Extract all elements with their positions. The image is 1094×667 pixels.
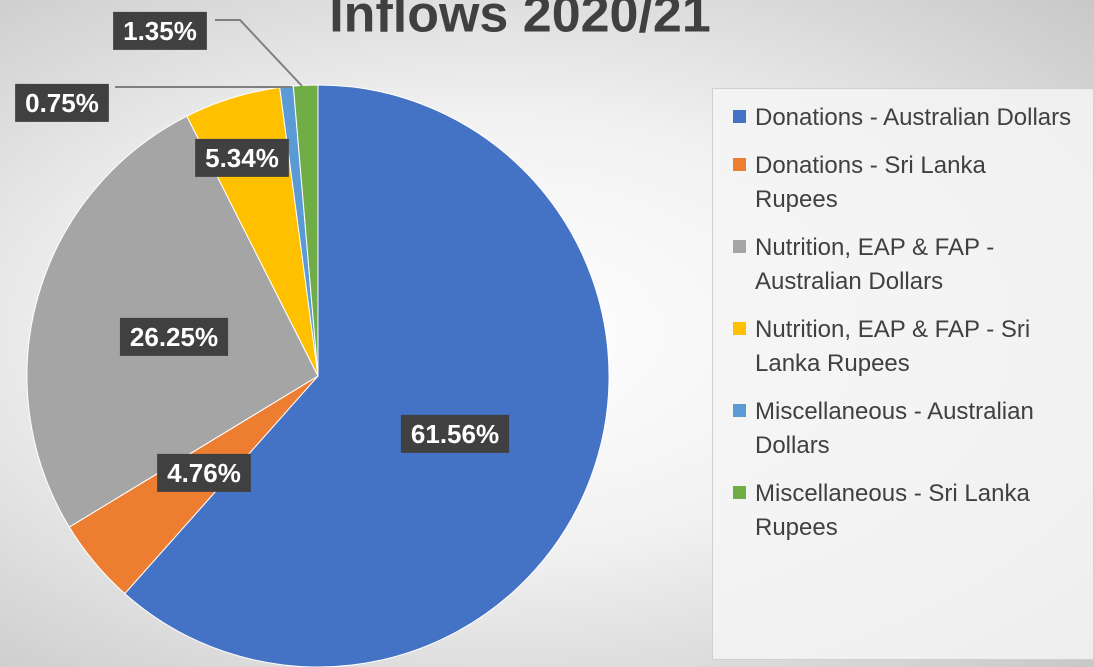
data-label-box — [400, 414, 510, 453]
legend-entry: Donations - Sri Lanka Rupees — [733, 149, 1093, 217]
legend-entry: Nutrition, EAP & FAP - Australian Dollar… — [733, 231, 1093, 299]
legend-swatch — [733, 158, 746, 171]
legend-entry: Nutrition, EAP & FAP - Sri Lanka Rupees — [733, 313, 1093, 381]
data-label-box — [157, 453, 251, 492]
legend-label: Nutrition, EAP & FAP - Sri Lanka Rupees — [755, 316, 1031, 377]
data-label-box — [113, 11, 207, 50]
pie — [26, 84, 610, 667]
leader-line — [215, 19, 303, 87]
legend: Donations - Australian Dollars Donations … — [712, 88, 1094, 660]
chart-title: Inflows 2020/21 — [329, 0, 711, 44]
data-label: 61.56% — [411, 419, 499, 449]
legend-swatch — [733, 240, 746, 253]
data-label: 1.35% — [123, 16, 197, 46]
legend-swatch — [733, 322, 746, 335]
data-label: 5.34% — [205, 143, 279, 173]
pie-slice — [124, 84, 610, 667]
data-label: 26.25% — [130, 322, 218, 352]
legend-label: Nutrition, EAP & FAP - Australian Dollar… — [755, 234, 995, 295]
legend-label: Donations - Sri Lanka Rupees — [755, 152, 986, 213]
legend-swatch — [733, 404, 746, 417]
legend-entry: Donations - Australian Dollars — [733, 101, 1093, 135]
data-label-box — [119, 317, 229, 356]
data-label-box — [195, 138, 289, 177]
legend-label: Miscellaneous - Sri Lanka Rupees — [755, 480, 1030, 541]
legend-swatch — [733, 486, 746, 499]
legend-entry: Miscellaneous - Australian Dollars — [733, 395, 1093, 463]
data-label-box — [15, 83, 109, 122]
data-label: 4.76% — [167, 458, 241, 488]
data-labels: 61.56% 4.76% 26.25% 5.34% 0.75% 1.35% — [15, 11, 510, 492]
legend-entry: Miscellaneous - Sri Lanka Rupees — [733, 477, 1093, 545]
data-label: 0.75% — [25, 88, 99, 118]
legend-swatch — [733, 110, 746, 123]
legend-label: Donations - Australian Dollars — [755, 104, 1072, 131]
pie-slice — [292, 84, 319, 377]
legend-label: Miscellaneous - Australian Dollars — [755, 398, 1034, 459]
